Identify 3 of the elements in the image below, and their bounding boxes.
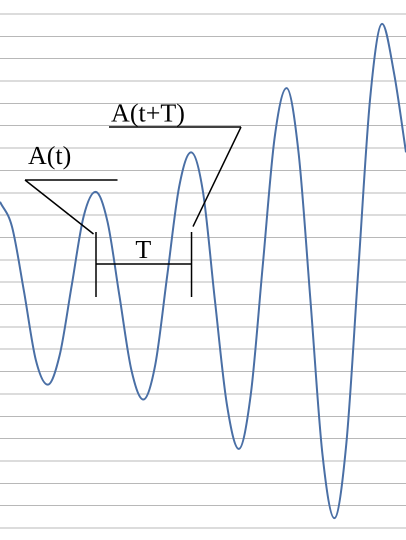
annotation: A(t) [28, 140, 72, 170]
annotation: T [135, 234, 152, 264]
annotation: A(t+T) [111, 98, 185, 128]
